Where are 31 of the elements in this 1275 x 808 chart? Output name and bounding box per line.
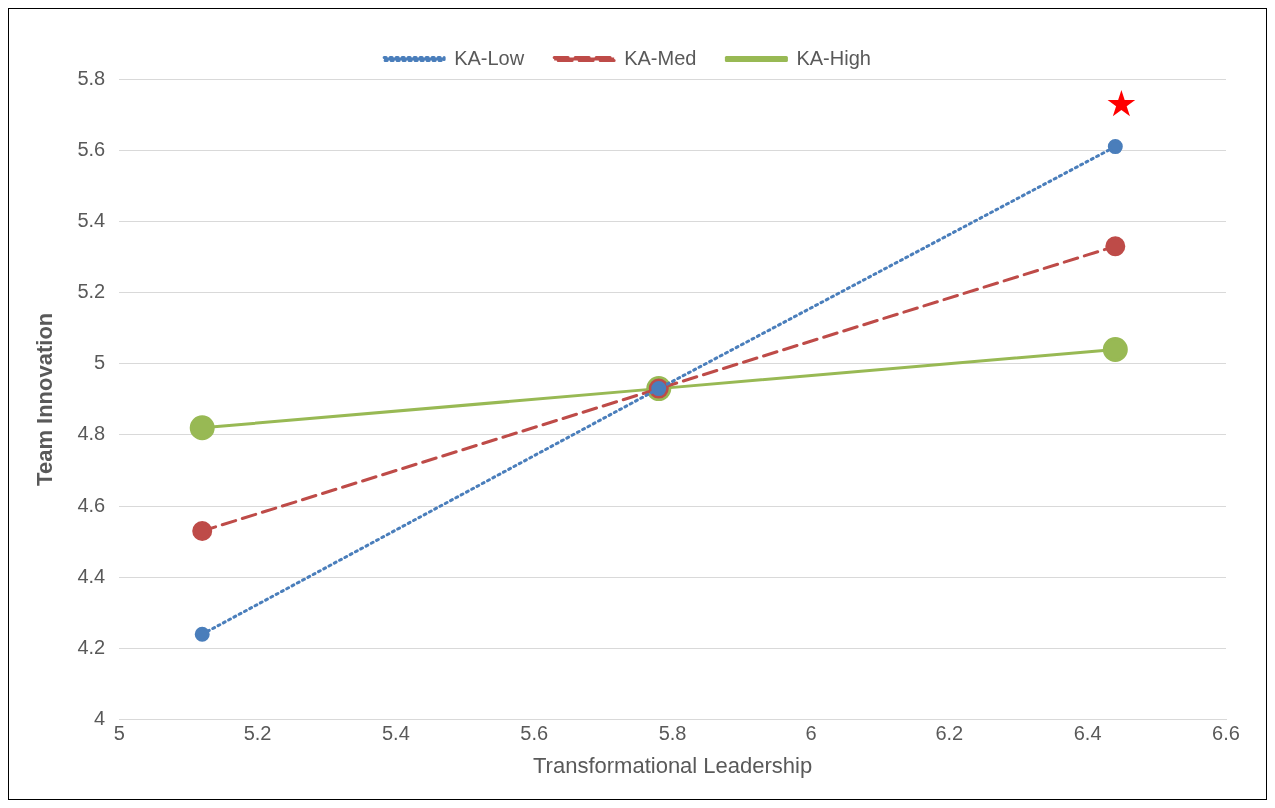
point: [1105, 236, 1126, 257]
point: [1102, 336, 1128, 362]
y-tick-label: 5.6: [77, 137, 106, 160]
point: [189, 415, 215, 441]
annotation: ★: [1105, 83, 1138, 125]
x-tick-label: 6: [805, 722, 817, 745]
x-tick-label: 6.4: [1073, 722, 1102, 745]
y-tick-label: 5.8: [77, 66, 106, 89]
x-tick-label: 6.6: [1212, 722, 1240, 745]
x-tick-label: 5: [113, 722, 125, 745]
x-tick-label: 5.8: [658, 722, 687, 745]
x-tick-label: 5.6: [520, 722, 549, 745]
y-tick-label: 4: [94, 707, 106, 730]
y-tick-label: 5.2: [77, 280, 106, 303]
x-tick-label: 5.4: [382, 722, 410, 745]
y-axis-title: Team Innovation: [32, 312, 58, 486]
point: [1107, 139, 1123, 155]
y-tick-label: 5.4: [77, 208, 106, 231]
y-tick-label: 4.4: [77, 564, 106, 587]
x-tick-label: 6.2: [935, 722, 964, 745]
y-tick-label: 4.2: [77, 635, 106, 658]
y-tick-label: 4.8: [77, 422, 106, 445]
y-tick-label: 5: [94, 351, 106, 374]
legend-label: KA-High: [796, 46, 871, 69]
legend-label: KA-Low: [454, 46, 525, 69]
point: [194, 626, 210, 642]
x-tick-label: 5.2: [243, 722, 272, 745]
point: [192, 520, 213, 541]
legend-label: KA-Med: [624, 46, 697, 69]
y-tick-label: 4.6: [77, 493, 106, 516]
x-axis-title: Transformational Leadership: [532, 752, 813, 778]
